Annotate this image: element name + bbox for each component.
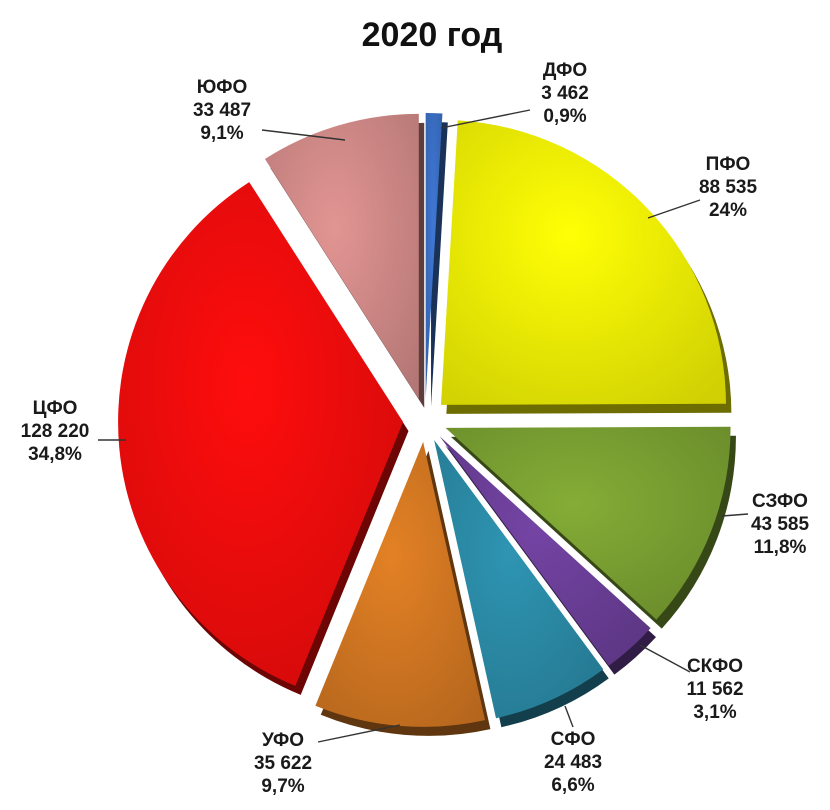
slice-8-percent-label: 9,1%	[200, 123, 243, 144]
slice-3-value-label: 43 585	[751, 514, 810, 535]
slice-2-percent-label: 24%	[709, 200, 747, 221]
slice-6-name-label: УФО	[262, 730, 304, 751]
slice-2-leader-line	[647, 199, 701, 219]
slice-3-leader-line	[721, 513, 749, 517]
slice-5-value-label: 24 483	[544, 752, 602, 773]
slice-8-leader-line	[261, 129, 346, 141]
slice-8-name-label: ЮФО	[197, 77, 248, 98]
slice-4-leader-line	[639, 644, 691, 673]
slice-1-percent-label: 0,9%	[543, 106, 586, 127]
slice-4	[439, 436, 651, 666]
slice-6-value-label: 35 622	[254, 753, 312, 774]
slice-4-name-label: СКФО	[687, 656, 743, 677]
slice-7-value-label: 128 220	[21, 421, 90, 442]
slice-4-value-label: 11 562	[686, 679, 743, 700]
slice-1-value-label: 3 462	[541, 83, 589, 104]
slice-5-percent-label: 6,6%	[551, 775, 594, 796]
slice-6-leader-line	[317, 724, 401, 743]
slice-2-value-label: 88 535	[699, 177, 758, 198]
slice-2	[440, 120, 726, 405]
slice-3-percent-label: 11,8%	[754, 537, 807, 558]
slice-6-percent-label: 9,7%	[261, 776, 304, 797]
slice-7	[118, 182, 404, 686]
slice-7-name-label: ЦФО	[33, 398, 78, 419]
slice-1	[425, 113, 443, 399]
slice-8-value-label: 33 487	[193, 100, 251, 121]
slices-layer	[118, 113, 736, 736]
slice-2-name-label: ПФО	[706, 154, 751, 175]
slice-1-name-label: ДФО	[543, 60, 587, 81]
slice-5	[434, 440, 604, 719]
slice-4-percent-label: 3,1%	[693, 702, 736, 723]
slice-3-name-label: СЗФО	[752, 491, 808, 512]
slice-5-leader-line	[564, 705, 574, 728]
slice-8	[264, 113, 419, 399]
slice-3	[445, 426, 731, 620]
slice-7-percent-label: 34,8%	[28, 444, 82, 465]
slice-1-leader-line	[440, 109, 531, 129]
chart-title: 2020 год	[362, 16, 503, 54]
slice-6	[315, 441, 486, 727]
slice-5-name-label: СФО	[551, 729, 596, 750]
